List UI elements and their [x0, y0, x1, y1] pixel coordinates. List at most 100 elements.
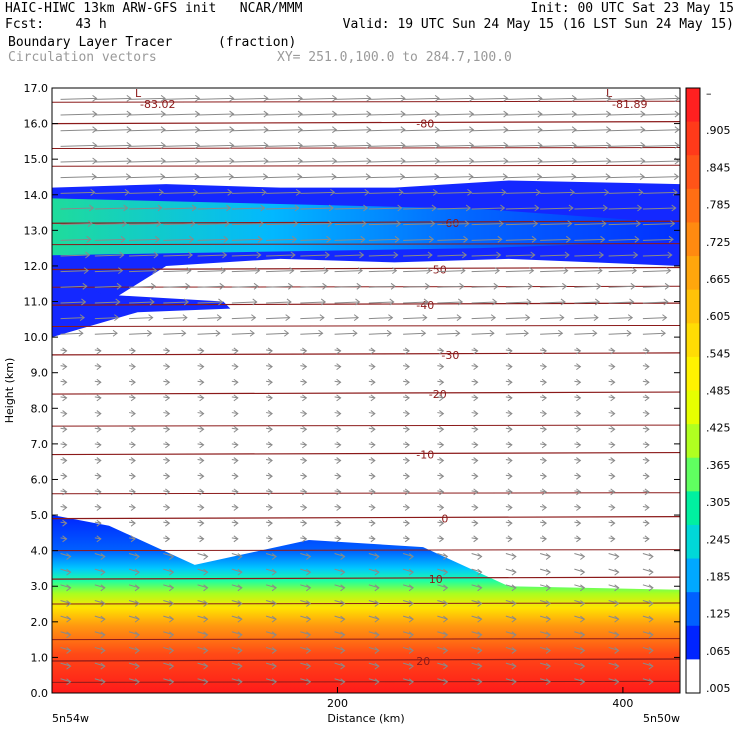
circulation-vector: [163, 553, 174, 557]
circulation-vector: [574, 568, 585, 573]
circulation-vector: [608, 631, 619, 636]
vector-arrowhead: [468, 173, 474, 181]
vector-arrowhead: [189, 235, 195, 243]
vector-arrowhead: [674, 110, 680, 118]
vector-arrowhead: [203, 584, 209, 592]
vector-arrowhead: [130, 410, 136, 417]
circulation-vector: [403, 238, 434, 241]
vector-arrowhead: [545, 647, 551, 654]
circulation-vector: [505, 646, 517, 651]
colorbar-frame: [685, 87, 701, 694]
vector-arrowhead: [96, 457, 102, 464]
y-tick-label: 14.0: [24, 189, 49, 202]
circulation-vector: [94, 599, 105, 604]
circulation-vector: [265, 678, 277, 683]
vector-arrowhead: [297, 126, 303, 134]
vector-arrowhead: [422, 314, 428, 322]
vector-arrowhead: [306, 568, 312, 576]
vector-arrowhead: [96, 519, 102, 527]
circulation-vector: [505, 631, 517, 636]
vector-arrowhead: [263, 94, 269, 102]
vector-arrowhead: [134, 615, 140, 623]
circulation-vector: [334, 160, 371, 163]
circulation-vector: [642, 553, 654, 557]
vector-arrowhead: [439, 519, 445, 527]
colorbar-swatch: [686, 256, 700, 291]
vector-arrowhead: [130, 472, 136, 480]
vector-arrowhead: [457, 298, 464, 306]
vector-arrowhead: [233, 535, 239, 543]
vector-arrowhead: [78, 329, 84, 337]
circulation-vector: [300, 285, 327, 288]
vector-arrowhead: [229, 157, 235, 165]
vector-arrowhead: [218, 298, 224, 306]
circulation-vector: [402, 631, 414, 636]
vector-arrowhead: [306, 615, 312, 623]
circulation-vector: [471, 584, 482, 589]
vector-arrowhead: [199, 535, 205, 543]
vector-arrowhead: [465, 204, 471, 212]
colorbar-label: .125: [706, 608, 731, 621]
circulation-vector: [197, 270, 226, 273]
circulation-vector: [471, 553, 482, 557]
circulation-vector: [574, 97, 611, 100]
vector-arrowhead: [408, 662, 414, 670]
circulation-vector: [197, 144, 234, 147]
circulation-vector: [368, 678, 379, 683]
circulation-vector: [368, 97, 405, 100]
circulation-vector: [505, 332, 529, 335]
circulation-vector: [129, 160, 166, 163]
vector-arrowhead: [469, 141, 475, 149]
circulation-vector: [94, 160, 131, 163]
vector-arrowhead: [195, 94, 201, 102]
field-units: (fraction): [218, 35, 297, 50]
vector-arrowhead: [404, 425, 410, 433]
vector-arrowhead: [400, 157, 406, 165]
circulation-vector: [60, 254, 90, 257]
colorbar-swatch: [686, 356, 700, 391]
vector-arrowhead: [130, 488, 136, 496]
vector-arrowhead: [90, 188, 96, 196]
temperature-contour: [51, 164, 681, 167]
vector-arrowhead: [130, 378, 136, 386]
y-tick-label: 1.0: [31, 651, 49, 664]
circulation-vector: [540, 207, 573, 210]
circulation-vector: [129, 223, 161, 226]
vector-arrowhead: [297, 141, 303, 149]
circulation-vector: [574, 144, 611, 147]
vector-arrowhead: [370, 425, 376, 433]
circulation-vector: [403, 270, 431, 273]
vector-arrowhead: [511, 647, 517, 654]
vector-arrowhead: [648, 600, 654, 607]
circulation-vector: [94, 254, 124, 257]
circulation-vector: [368, 662, 379, 667]
vector-arrowhead: [267, 472, 273, 480]
circulation-vector: [300, 223, 332, 226]
vector-arrowhead: [366, 110, 372, 118]
vector-arrowhead: [670, 220, 676, 228]
circulation-vector: [60, 160, 97, 163]
colorbar-swatch: [686, 424, 700, 459]
circulation-vector: [642, 301, 668, 304]
vector-arrowhead: [443, 568, 449, 576]
circulation-vector: [437, 191, 472, 194]
circulation-vector: [163, 191, 198, 194]
vector-arrowhead: [576, 504, 582, 511]
circulation-vector: [642, 97, 679, 100]
vector-arrowhead: [644, 425, 650, 433]
vector-arrowhead: [233, 457, 239, 464]
circulation-vector: [128, 646, 140, 651]
circulation-vector: [505, 285, 533, 288]
vector-arrowhead: [271, 584, 277, 592]
vector-arrowhead: [370, 410, 376, 417]
vector-arrowhead: [130, 425, 136, 433]
vector-arrowhead: [195, 126, 201, 134]
circulation-vector: [231, 207, 265, 210]
vector-arrowhead: [160, 110, 166, 118]
temperature-contour: [51, 549, 681, 552]
vector-arrowhead: [497, 235, 503, 243]
circulation-vector: [540, 191, 575, 194]
plot-frame: [51, 87, 681, 694]
vector-arrowhead: [537, 126, 543, 134]
